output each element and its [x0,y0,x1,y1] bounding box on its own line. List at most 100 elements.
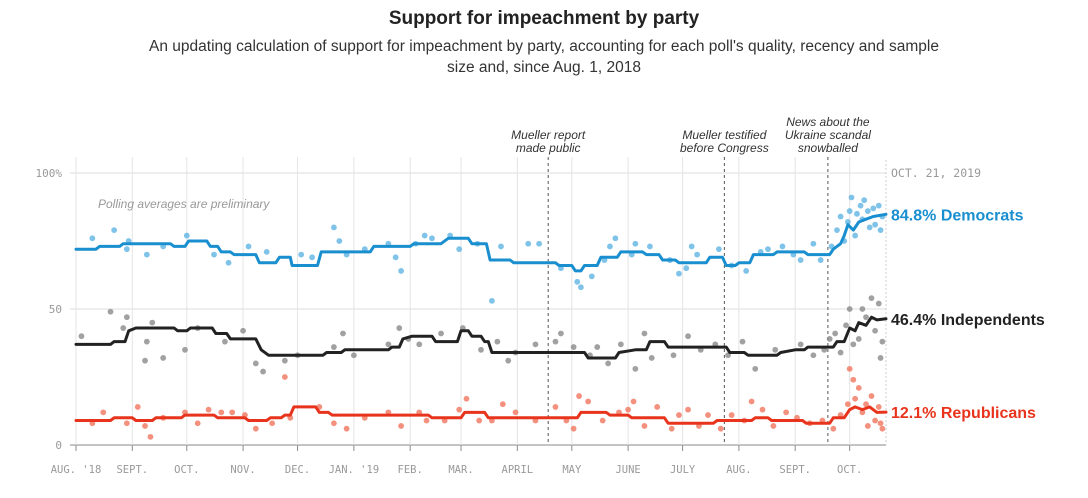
poll-point [752,365,759,372]
poll-point [252,360,259,367]
poll-point [850,376,857,383]
x-tick-label: APRIL [502,464,534,476]
x-tick-label: MAR. [448,464,473,476]
poll-point [309,254,315,261]
poll-point [668,425,675,432]
poll-point [525,240,532,247]
poll-point [392,254,399,261]
y-tick-label: 0 [55,439,62,452]
poll-point [868,295,875,302]
poll-point [852,232,859,239]
x-tick-label: JUNE [615,464,640,476]
poll-point [641,423,648,429]
poll-point [143,338,150,345]
x-tick-label: NOV. [230,464,255,476]
poll-point [654,404,661,410]
poll-point [632,240,639,247]
poll-point [837,349,844,356]
poll-point [861,197,868,204]
poll-point [505,357,512,364]
poll-point [850,341,857,348]
x-tick-label: OCT. [837,464,862,476]
poll-point [863,314,869,321]
poll-point [194,420,201,427]
poll-point [844,219,851,225]
poll-point [107,308,114,315]
poll-point [852,395,859,402]
event-annotation: Mueller report [511,128,586,142]
poll-point [872,417,879,424]
poll-point [423,417,430,424]
poll-point [240,327,246,334]
poll-point [463,395,470,402]
event-annotation: Ukraine scandal [785,128,871,142]
poll-point [343,425,350,432]
poll-point [854,210,860,217]
poll-point [330,344,337,350]
poll-point [846,208,853,214]
poll-point [859,306,866,312]
poll-point [532,341,539,348]
poll-point [877,420,884,427]
poll-point [844,401,851,408]
poll-point [716,246,722,253]
poll-point [134,404,141,410]
poll-point [269,420,276,427]
poll-point [120,325,127,331]
poll-point [670,352,677,359]
poll-point [585,398,592,405]
average-line [74,212,888,273]
poll-point [476,417,483,424]
poll-point [872,221,879,228]
poll-point [857,202,864,209]
poll-point [488,297,495,304]
poll-point [843,322,849,329]
poll-point [456,406,463,413]
poll-point [728,412,735,418]
event-annotation: made public [516,141,581,155]
poll-point [576,393,582,399]
poll-point [281,374,288,380]
poll-point [494,338,501,345]
poll-point [456,246,463,253]
x-tick-label: MAY [562,464,582,476]
poll-point [748,398,755,405]
poll-point [123,246,130,253]
poll-point [498,243,504,250]
poll-point [759,406,766,413]
poll-point [717,425,724,432]
poll-point [330,224,337,231]
poll-point [810,240,817,247]
poll-point [641,330,648,337]
x-tick-label: AUG. '18 [51,464,102,476]
poll-point [848,194,855,201]
poll-point [438,330,444,337]
poll-point [830,425,837,432]
poll-point [225,259,232,266]
poll-point [810,352,817,359]
poll-point [875,300,882,307]
poll-point [765,246,771,253]
poll-point [688,243,695,250]
poll-point [396,325,403,331]
poll-point [142,423,148,429]
y-tick-label: 50 [49,303,62,316]
poll-point [866,224,873,231]
poll-point [648,355,655,361]
poll-point [877,227,884,234]
poll-point [160,355,167,361]
poll-point [552,404,559,410]
poll-point [705,412,711,418]
poll-point [350,352,357,359]
poll-point [536,240,543,247]
poll-point [875,404,882,410]
poll-point [574,278,581,285]
poll-point [877,355,884,361]
preliminary-note: Polling averages are preliminary [98,197,270,211]
poll-point [398,423,404,429]
poll-point [594,344,601,350]
poll-point [743,268,750,274]
poll-point [123,420,130,427]
series-end-label: 46.4% Independents [891,312,1045,329]
poll-point [868,393,875,399]
